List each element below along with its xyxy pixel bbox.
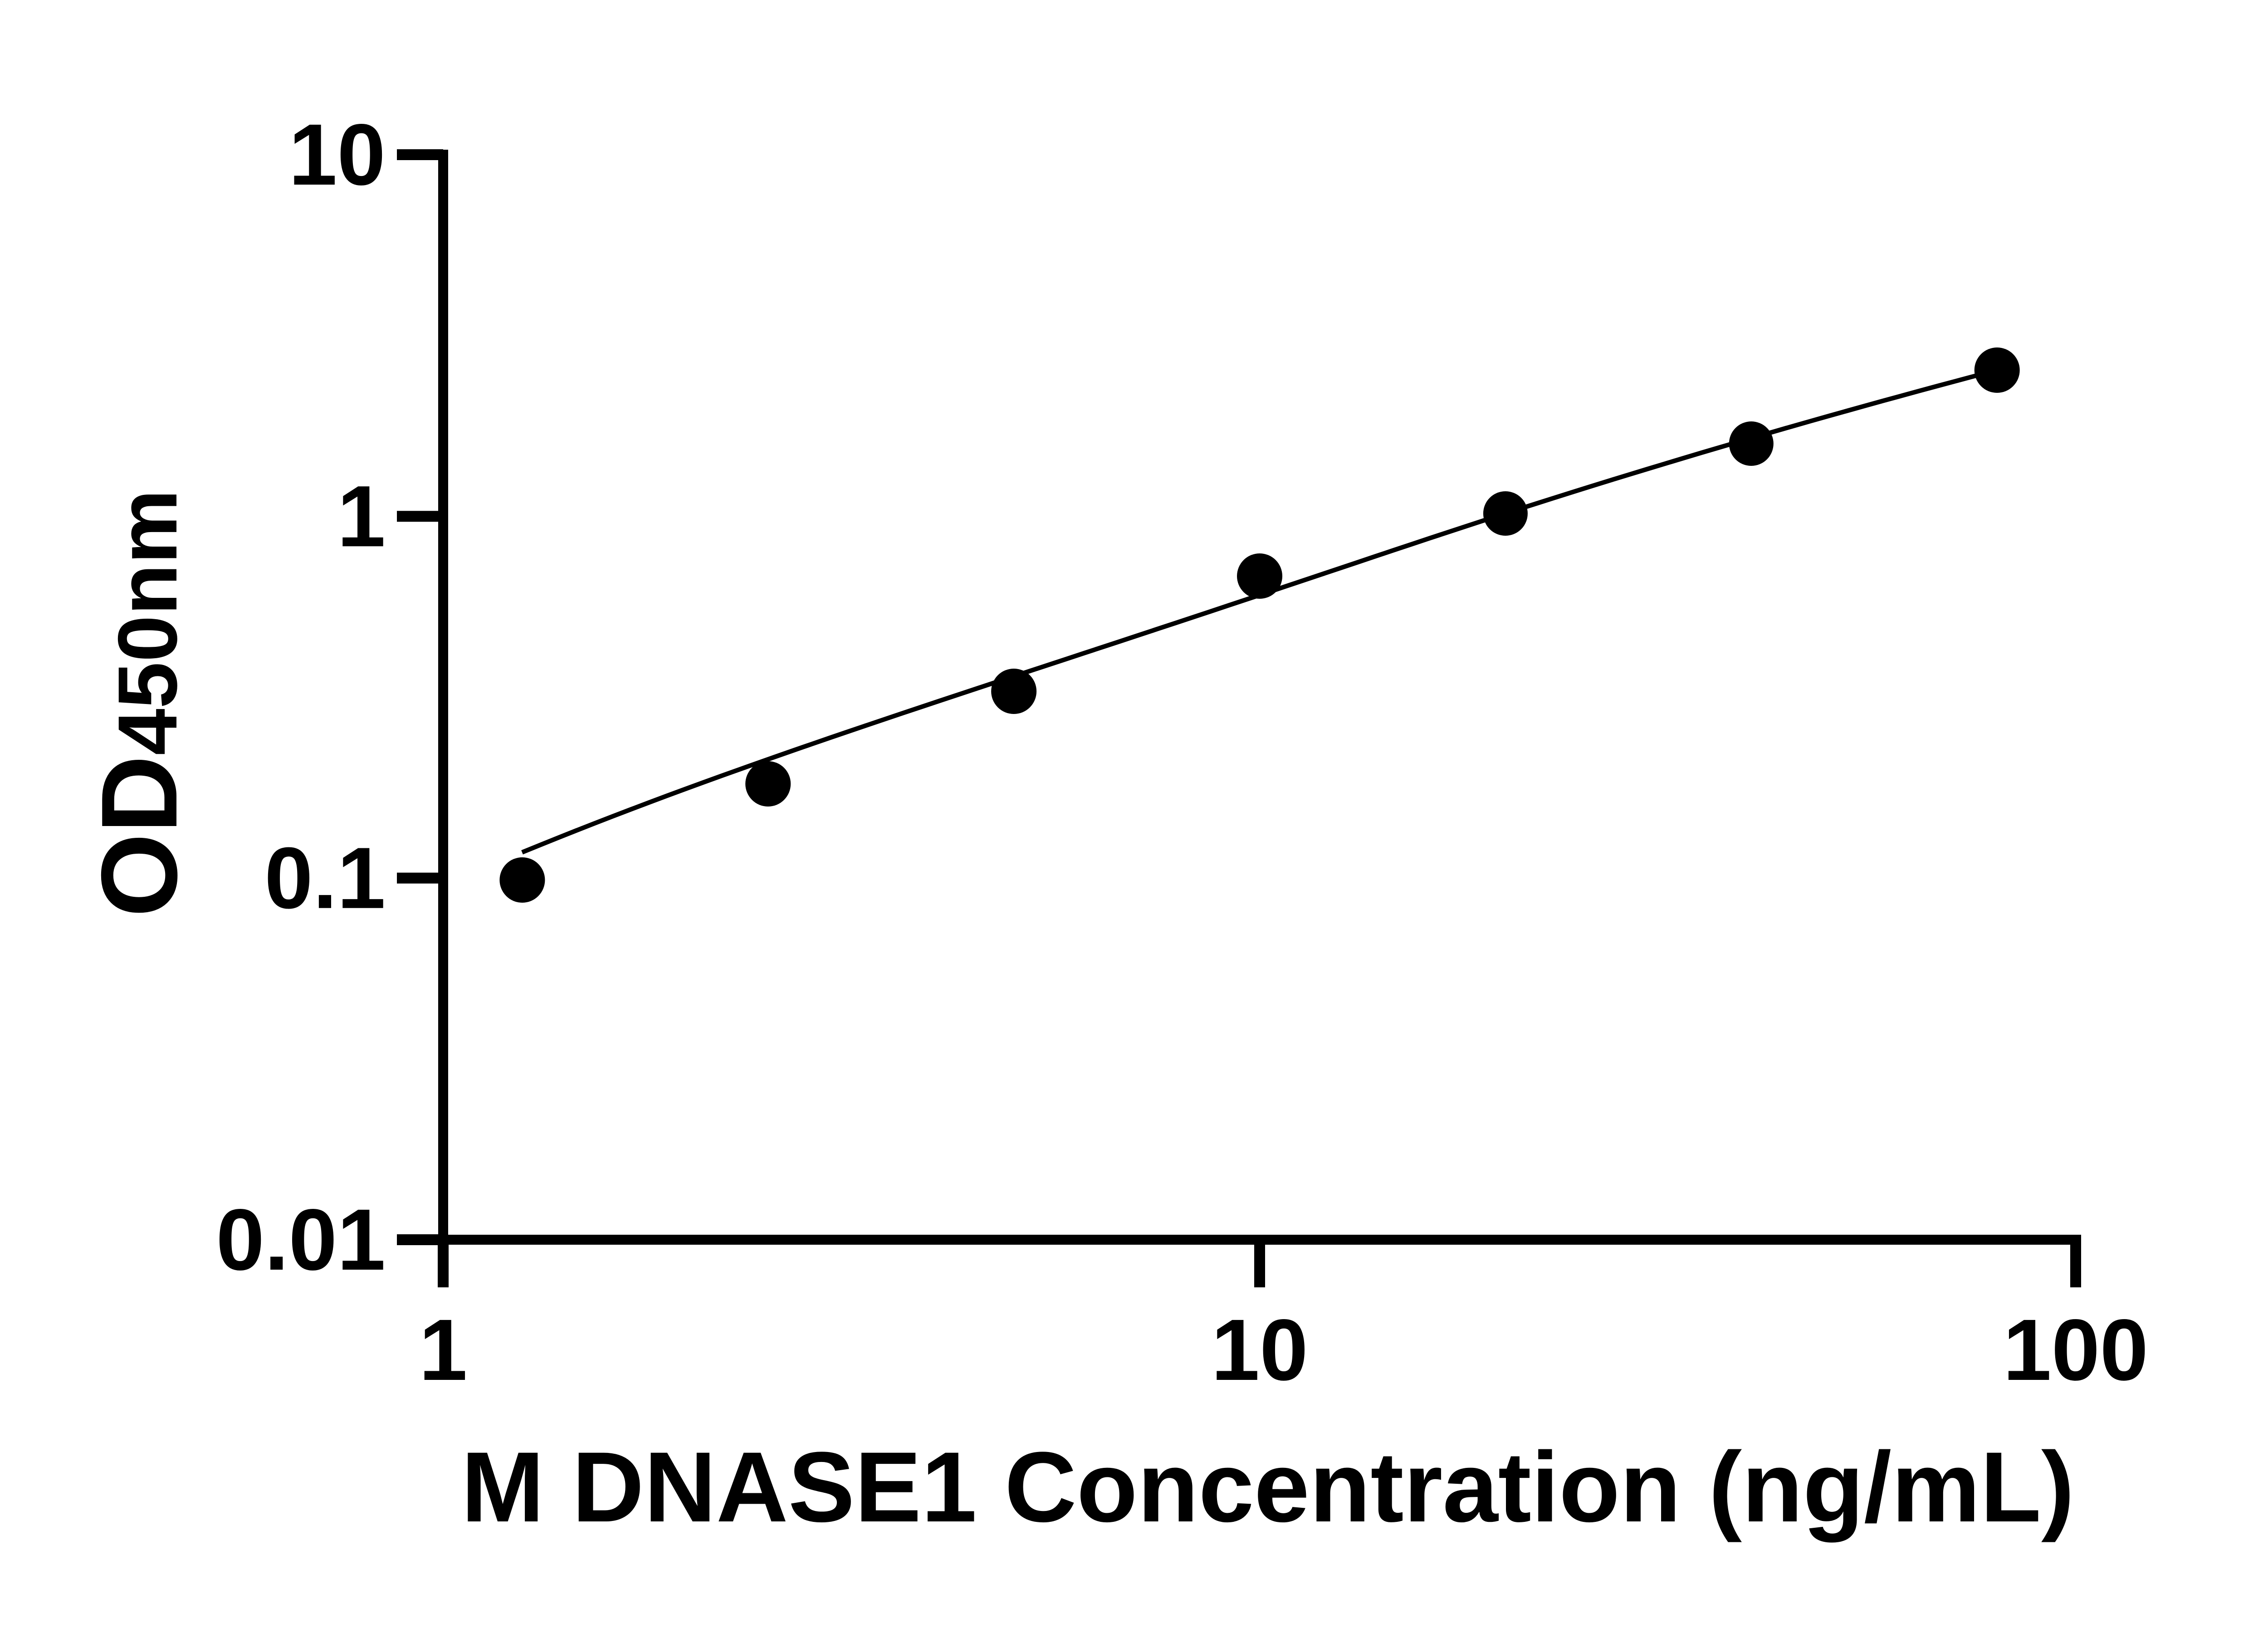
svg-text:0.01: 0.01: [216, 1191, 386, 1288]
svg-text:1: 1: [419, 1301, 468, 1398]
svg-text:1: 1: [337, 467, 386, 565]
svg-text:10: 10: [288, 106, 386, 203]
svg-text:10: 10: [1211, 1301, 1308, 1398]
svg-text:OD450nm: OD450nm: [79, 489, 200, 917]
svg-text:M DNASE1 Concentration (ng/mL): M DNASE1 Concentration (ng/mL): [461, 1431, 2075, 1543]
svg-text:0.1: 0.1: [264, 829, 386, 927]
svg-text:100: 100: [2003, 1301, 2148, 1398]
